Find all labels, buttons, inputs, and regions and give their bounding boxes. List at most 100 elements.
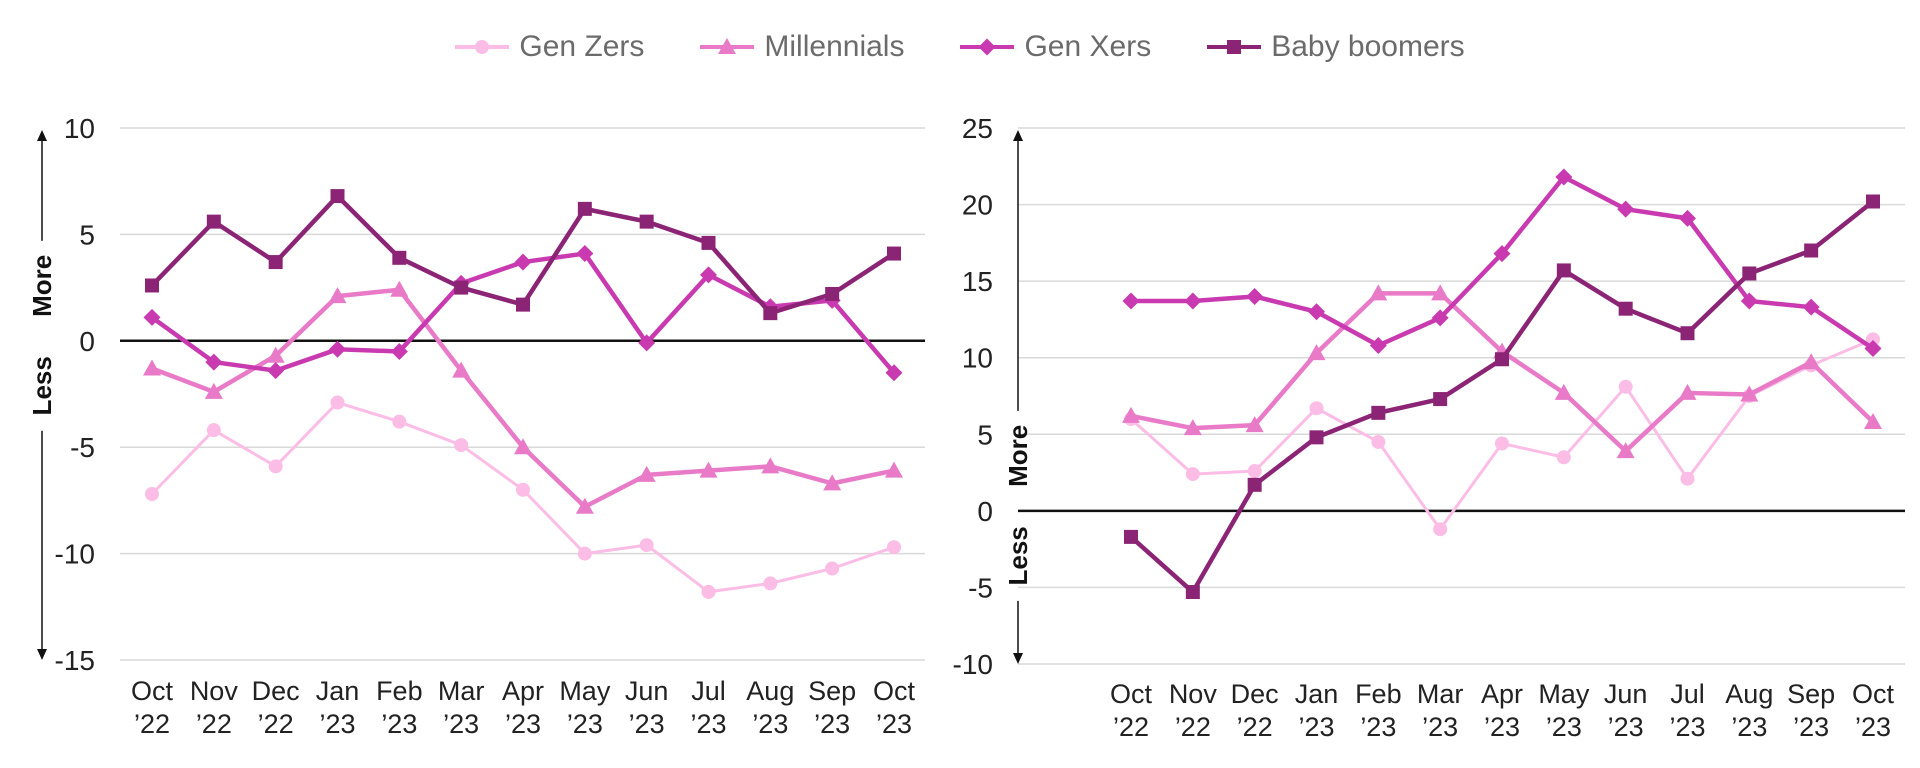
legend-marker xyxy=(978,38,996,56)
series-baby-boomers xyxy=(145,189,901,321)
x-tick-label: Nov ’22 xyxy=(190,676,239,739)
data-point-baby-boomers xyxy=(1124,529,1138,544)
data-point-gen-zers xyxy=(1618,379,1633,394)
series-line-millennials xyxy=(151,287,895,510)
data-point-baby-boomers xyxy=(1433,392,1448,407)
data-point-baby-boomers xyxy=(577,201,592,216)
y-tick-label: -5 xyxy=(70,432,95,463)
data-point-millennials xyxy=(266,346,285,363)
data-point-gen-xers xyxy=(1431,309,1449,327)
data-point-gen-xers xyxy=(1864,340,1882,358)
x-tick-label: Feb ’23 xyxy=(376,676,423,739)
arrow-up-icon xyxy=(37,130,47,141)
data-point-millennials xyxy=(575,497,594,514)
x-tick-label: Oct ’22 xyxy=(1110,679,1153,742)
series-millennials xyxy=(1122,284,1882,459)
legend-swatch-gen-zers xyxy=(455,40,510,54)
data-point-gen-zers xyxy=(1556,450,1571,465)
data-point-baby-boomers xyxy=(1866,194,1880,209)
legend-marker xyxy=(718,38,737,54)
chart-left: 10 5 0 -5 -10 -15 Oct ’22 Nov ’22 Dec ’22 Jan ’23 Feb’… xyxy=(27,113,925,739)
series-line-millennials xyxy=(1130,291,1875,454)
data-point-millennials xyxy=(1802,353,1821,370)
x-tick-label: Apr ’23 xyxy=(502,676,544,739)
data-point-millennials xyxy=(761,457,780,474)
x-tick-label: Dec ’22 xyxy=(252,676,300,739)
data-point-baby-boomers xyxy=(825,286,840,301)
data-point-millennials xyxy=(452,361,471,378)
data-point-millennials xyxy=(204,382,223,399)
data-point-gen-xers xyxy=(1493,245,1511,263)
chart-right: 25 20 15 10 5 0 -5 -10 Oct ’22 Nov ’22 Dec ’22 Jan ’23 F… xyxy=(953,113,1905,742)
data-point-baby-boomers xyxy=(639,214,654,229)
x-tick-label: Jun ’23 xyxy=(625,676,669,739)
data-point-millennials xyxy=(1183,419,1202,436)
series-millennials xyxy=(143,280,903,514)
series-line-gen-xers xyxy=(1131,174,1875,351)
data-point-baby-boomers xyxy=(268,255,283,270)
data-point-millennials xyxy=(1554,383,1573,400)
data-point-baby-boomers xyxy=(392,250,407,265)
data-point-gen-zers xyxy=(268,459,283,474)
data-point-millennials xyxy=(1245,416,1264,433)
data-point-gen-xers xyxy=(205,353,223,371)
data-point-baby-boomers xyxy=(1247,477,1262,492)
series-gen-xers xyxy=(143,245,903,382)
data-point-gen-zers xyxy=(1309,401,1324,416)
data-point-millennials xyxy=(1369,284,1388,301)
data-point-gen-zers xyxy=(763,576,778,591)
arrow-down-icon xyxy=(37,649,47,660)
x-tick-label: Oct ’23 xyxy=(873,676,916,739)
data-point-gen-xers xyxy=(1617,200,1635,218)
data-point-millennials xyxy=(1616,442,1635,459)
y-tick-label: -15 xyxy=(55,645,95,676)
y-tick-label: -5 xyxy=(968,572,993,603)
data-point-millennials xyxy=(823,474,842,491)
series-line-gen-zers xyxy=(150,401,895,594)
series-baby-boomers xyxy=(1124,194,1880,600)
legend-label: Gen Zers xyxy=(519,30,645,63)
data-point-millennials xyxy=(1740,385,1759,402)
data-point-gen-xers xyxy=(329,340,346,358)
y-tick-label: 20 xyxy=(962,190,993,221)
y-tick-label: 0 xyxy=(79,326,95,357)
legend-swatch-baby-boomers xyxy=(1207,40,1262,54)
data-point-gen-xers xyxy=(514,253,532,271)
data-point-gen-xers xyxy=(267,362,285,380)
data-point-baby-boomers xyxy=(1371,405,1386,420)
x-tick-label: Mar ’23 xyxy=(438,676,485,739)
y-tick-label: -10 xyxy=(55,539,95,570)
data-point-baby-boomers xyxy=(454,280,469,295)
x-tick-label: Nov ’22 xyxy=(1169,679,1218,742)
data-point-gen-zers xyxy=(825,561,840,576)
legend-label: Millennials xyxy=(764,30,905,63)
data-point-gen-zers xyxy=(577,546,592,561)
y-tick-label: 10 xyxy=(962,343,993,374)
data-point-millennials xyxy=(1431,284,1450,301)
data-point-gen-xers xyxy=(885,364,903,382)
data-point-gen-xers xyxy=(390,342,408,360)
arrow-down-icon xyxy=(1013,653,1023,664)
data-point-gen-zers xyxy=(701,584,716,599)
series-gen-xers xyxy=(1122,168,1882,358)
axis-more-label: More xyxy=(1003,425,1033,487)
data-point-gen-zers xyxy=(1866,332,1880,347)
data-point-gen-xers xyxy=(1246,287,1264,305)
data-point-gen-zers xyxy=(454,438,469,453)
legend-item-millennials: Millennials xyxy=(700,30,904,64)
x-tick-label: Sep ’23 xyxy=(808,676,856,739)
data-point-baby-boomers xyxy=(1804,243,1819,258)
data-point-baby-boomers xyxy=(516,297,530,312)
data-point-millennials xyxy=(390,280,409,297)
data-point-baby-boomers xyxy=(1618,301,1633,316)
series-gen-zers xyxy=(145,395,901,599)
data-point-millennials xyxy=(1864,413,1882,430)
data-point-millennials xyxy=(514,438,532,455)
data-point-gen-xers xyxy=(700,266,717,284)
data-point-gen-xers xyxy=(1802,298,1820,316)
y-tick-label: 5 xyxy=(977,419,993,450)
x-tick-label: Dec ’22 xyxy=(1231,679,1279,742)
axis-less-label: Less xyxy=(27,356,57,415)
data-point-millennials xyxy=(1122,406,1140,423)
